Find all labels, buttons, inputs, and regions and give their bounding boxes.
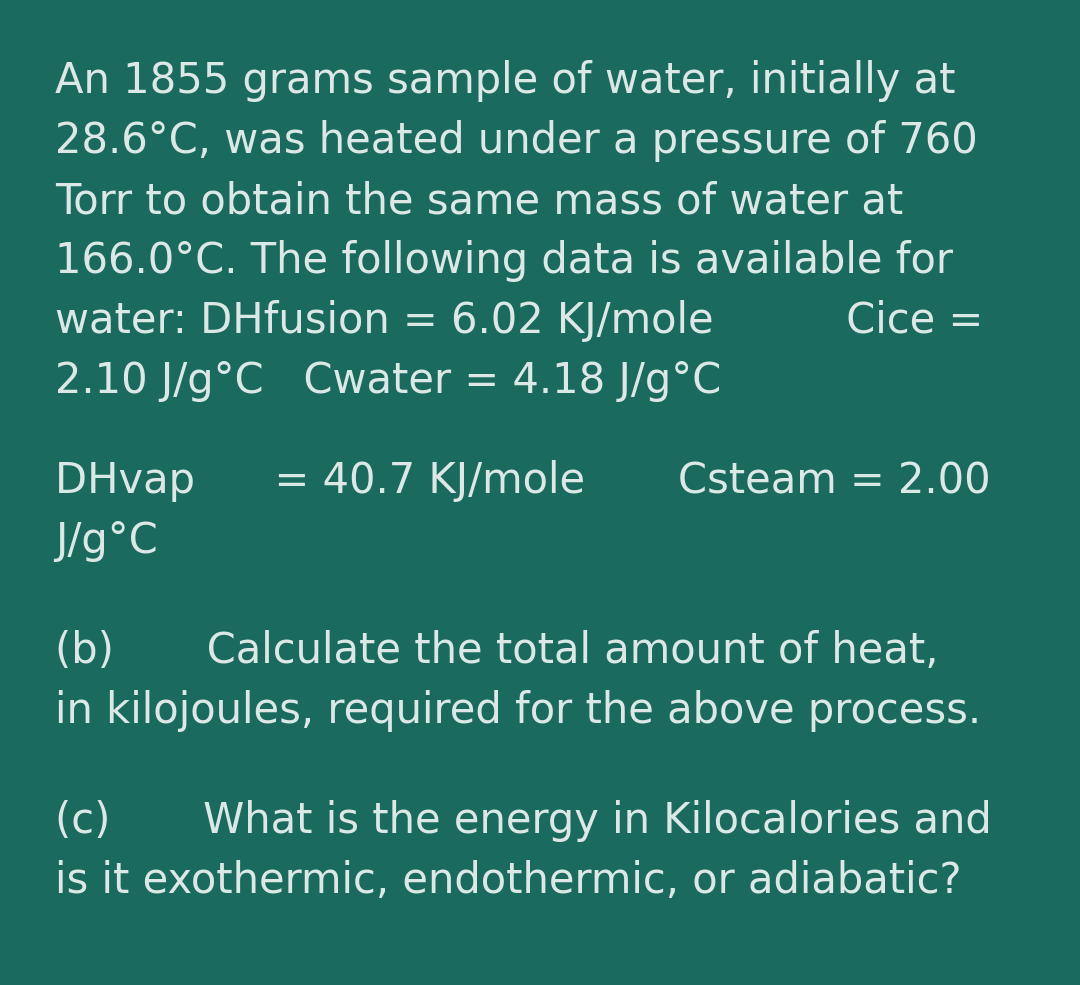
Text: (c)       What is the energy in Kilocalories and: (c) What is the energy in Kilocalories a…: [55, 800, 991, 842]
Text: 166.0°C. The following data is available for: 166.0°C. The following data is available…: [55, 240, 953, 282]
Text: 2.10 J/g°C   Cwater = 4.18 J/g°C: 2.10 J/g°C Cwater = 4.18 J/g°C: [55, 360, 721, 402]
Text: in kilojoules, required for the above process.: in kilojoules, required for the above pr…: [55, 690, 981, 732]
Text: J/g°C: J/g°C: [55, 520, 158, 562]
Text: DHvap      = 40.7 KJ/mole       Csteam = 2.00: DHvap = 40.7 KJ/mole Csteam = 2.00: [55, 460, 990, 502]
Text: water: DHfusion = 6.02 KJ/mole          Cice =: water: DHfusion = 6.02 KJ/mole Cice =: [55, 300, 983, 342]
Text: 28.6°C, was heated under a pressure of 760: 28.6°C, was heated under a pressure of 7…: [55, 120, 977, 162]
Text: Torr to obtain the same mass of water at: Torr to obtain the same mass of water at: [55, 180, 903, 222]
Text: (b)       Calculate the total amount of heat,: (b) Calculate the total amount of heat,: [55, 630, 939, 672]
Text: is it exothermic, endothermic, or adiabatic?: is it exothermic, endothermic, or adiaba…: [55, 860, 961, 902]
Text: An 1855 grams sample of water, initially at: An 1855 grams sample of water, initially…: [55, 60, 956, 102]
